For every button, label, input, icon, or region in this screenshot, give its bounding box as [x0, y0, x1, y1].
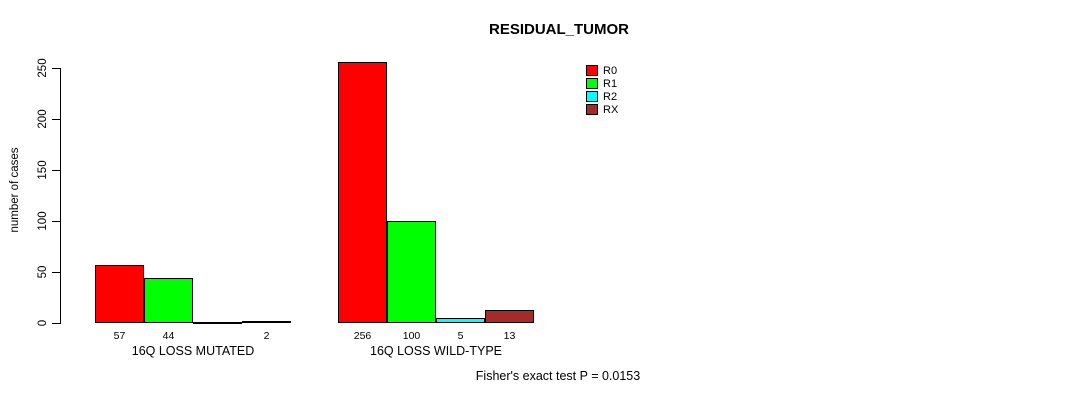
bar-value-label: 256 — [353, 330, 372, 342]
legend-row-r0: R0 — [586, 64, 618, 77]
y-axis-tick-label: 250 — [37, 58, 49, 78]
legend-swatch-r0 — [586, 65, 598, 76]
legend: R0 R1 R2 RX — [586, 64, 618, 116]
bar-16q-loss-wild-type-r0 — [338, 62, 387, 323]
bar-value-label: 44 — [162, 330, 175, 342]
y-axis-tick — [52, 170, 60, 171]
legend-label-r0: R0 — [603, 64, 618, 77]
y-axis-tick-label: 150 — [37, 160, 49, 180]
y-axis-line — [60, 68, 61, 324]
bar-value-label: 100 — [402, 330, 421, 342]
legend-row-r1: R1 — [586, 77, 618, 90]
bar-16q-loss-mutated-r2 — [193, 322, 242, 324]
fisher-annotation: Fisher's exact test P = 0.0153 — [475, 369, 641, 383]
group-label-1: 16Q LOSS MUTATED — [131, 344, 255, 358]
legend-label-r1: R1 — [603, 77, 618, 90]
legend-row-rx: RX — [586, 103, 618, 116]
y-axis-label: number of cases — [9, 147, 21, 233]
y-axis-tick — [52, 323, 60, 324]
chart-title: RESIDUAL_TUMOR — [488, 21, 630, 38]
y-axis-tick — [52, 68, 60, 69]
y-axis-tick-label: 0 — [37, 319, 49, 327]
legend-swatch-rx — [586, 104, 598, 115]
bar-16q-loss-mutated-r0 — [95, 265, 144, 323]
bar-value-label: 57 — [113, 330, 126, 342]
y-axis-tick — [52, 272, 60, 273]
legend-swatch-r1 — [586, 78, 598, 89]
y-axis-tick-label: 100 — [37, 211, 49, 231]
y-axis-tick-label: 50 — [37, 265, 49, 279]
y-axis-tick — [52, 221, 60, 222]
bar-value-label: 2 — [263, 330, 270, 342]
bar-16q-loss-mutated-rx — [242, 321, 291, 323]
legend-label-rx: RX — [603, 103, 619, 116]
bar-16q-loss-wild-type-rx — [485, 310, 534, 323]
bar-value-label: 5 — [457, 330, 464, 342]
bar-16q-loss-wild-type-r1 — [387, 221, 436, 323]
bar-value-label: 13 — [503, 330, 516, 342]
bar-16q-loss-wild-type-r2 — [436, 318, 485, 323]
legend-row-r2: R2 — [586, 90, 618, 103]
bar-16q-loss-mutated-r1 — [144, 278, 193, 323]
y-axis-tick-label: 200 — [37, 109, 49, 129]
legend-swatch-r2 — [586, 91, 598, 102]
y-axis-tick — [52, 119, 60, 120]
group-label-2: 16Q LOSS WILD-TYPE — [370, 344, 502, 358]
legend-label-r2: R2 — [603, 90, 618, 103]
